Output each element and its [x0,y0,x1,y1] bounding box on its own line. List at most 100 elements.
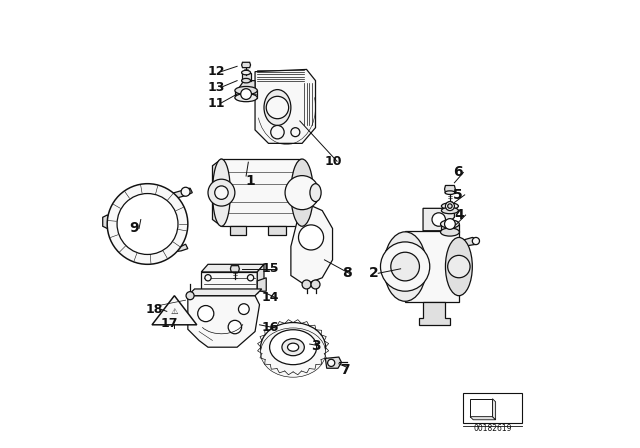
Polygon shape [165,188,193,199]
Text: 10: 10 [324,155,342,168]
Ellipse shape [260,323,326,372]
Text: 1: 1 [246,174,255,189]
Polygon shape [188,296,260,347]
Circle shape [241,89,252,99]
Circle shape [448,255,470,278]
Text: 11: 11 [207,96,225,110]
Polygon shape [419,302,450,325]
Text: 3: 3 [310,339,321,353]
Polygon shape [242,62,251,68]
Text: 14: 14 [262,291,280,305]
Circle shape [328,359,335,366]
Polygon shape [242,73,251,81]
Circle shape [448,204,452,208]
Ellipse shape [310,184,321,202]
Polygon shape [423,208,454,231]
Circle shape [311,280,320,289]
Circle shape [108,184,188,264]
Ellipse shape [269,330,317,365]
Circle shape [198,306,214,322]
Circle shape [445,202,454,211]
Text: 15: 15 [261,262,278,276]
Circle shape [298,225,324,250]
Polygon shape [269,226,287,235]
Polygon shape [291,202,333,284]
Text: 16: 16 [261,321,278,335]
Circle shape [186,292,194,300]
Polygon shape [445,185,455,193]
Polygon shape [221,159,302,226]
Text: 8: 8 [342,266,352,280]
Text: 2: 2 [369,266,379,280]
Bar [463,393,522,423]
Circle shape [445,219,455,229]
Circle shape [248,275,253,281]
Circle shape [215,186,228,199]
Circle shape [391,252,419,281]
Ellipse shape [282,339,305,356]
Ellipse shape [264,90,291,125]
Polygon shape [202,272,257,293]
Ellipse shape [384,232,426,302]
Ellipse shape [445,237,472,296]
Polygon shape [257,264,264,293]
Ellipse shape [442,207,458,214]
Polygon shape [239,81,255,99]
Ellipse shape [235,94,257,102]
Polygon shape [440,224,460,232]
Circle shape [291,128,300,137]
Polygon shape [202,264,264,272]
Ellipse shape [442,203,458,209]
Text: 17: 17 [160,317,178,330]
Polygon shape [470,399,493,417]
Polygon shape [230,226,246,235]
Ellipse shape [445,191,455,194]
Text: 7: 7 [340,362,349,377]
Polygon shape [152,296,197,325]
Ellipse shape [440,220,460,228]
Polygon shape [325,357,342,368]
Text: ⚠: ⚠ [171,307,178,316]
Circle shape [285,176,319,210]
Ellipse shape [440,228,460,236]
Text: 9: 9 [129,221,139,236]
Polygon shape [493,399,495,420]
Polygon shape [255,69,316,143]
Ellipse shape [242,78,251,83]
Circle shape [205,275,211,281]
Text: 4: 4 [454,208,464,222]
Circle shape [117,194,178,254]
Text: 00182619: 00182619 [473,424,512,433]
Circle shape [380,242,430,291]
Polygon shape [212,159,221,226]
Ellipse shape [242,70,251,75]
Ellipse shape [235,86,257,95]
Circle shape [266,96,289,119]
Circle shape [432,213,445,226]
Text: 12: 12 [207,65,225,78]
Ellipse shape [260,328,326,377]
Polygon shape [163,244,188,253]
Polygon shape [188,289,262,296]
Polygon shape [302,184,316,202]
Polygon shape [230,266,239,272]
Circle shape [271,125,284,139]
Circle shape [302,280,311,289]
Ellipse shape [291,159,314,226]
Polygon shape [103,215,114,228]
Ellipse shape [287,343,299,351]
Text: 13: 13 [207,81,225,94]
Circle shape [228,320,242,334]
Circle shape [181,187,190,196]
Polygon shape [257,278,266,291]
Circle shape [208,179,235,206]
Text: 6: 6 [453,165,463,180]
Ellipse shape [212,159,230,226]
Polygon shape [470,417,495,420]
Text: 18: 18 [145,302,163,316]
Circle shape [239,304,249,314]
Polygon shape [235,90,257,98]
Polygon shape [457,237,479,246]
Circle shape [472,237,479,245]
Text: 5: 5 [453,188,463,202]
